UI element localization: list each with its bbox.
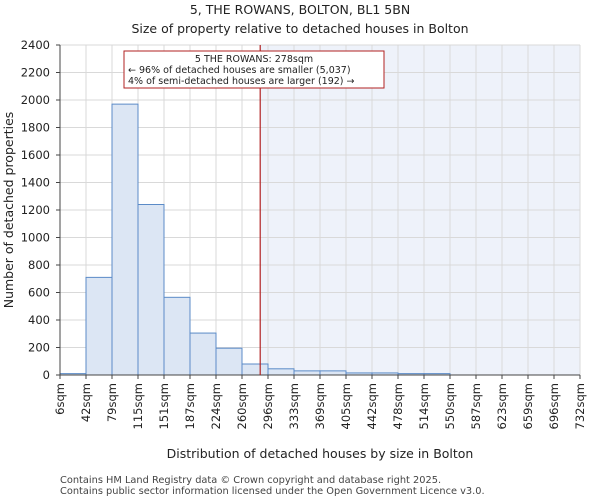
y-tick-label: 400: [28, 313, 50, 327]
annotation-frame: [123, 50, 385, 89]
bar: [293, 370, 321, 376]
y-tick-label: 2400: [21, 38, 50, 52]
y-tick-label: 2200: [21, 66, 50, 80]
x-tick-label: 696sqm: [547, 383, 561, 429]
bar: [163, 296, 191, 376]
y-tick-label: 1600: [21, 148, 50, 162]
y-tick-label: 1400: [21, 176, 50, 190]
y-tick-label: 1200: [21, 203, 50, 217]
x-tick-label: 369sqm: [313, 383, 327, 429]
footer-line-1: Contains HM Land Registry data © Crown c…: [60, 475, 441, 486]
bar: [241, 363, 269, 376]
bar: [267, 368, 295, 376]
y-tick-label: 600: [28, 286, 50, 300]
bar: [111, 103, 139, 376]
x-tick-label: 151sqm: [157, 383, 171, 429]
bar: [189, 332, 217, 376]
x-tick-label: 478sqm: [391, 383, 405, 429]
chart-subtitle: Size of property relative to detached ho…: [131, 21, 468, 36]
x-tick-label: 296sqm: [261, 383, 275, 429]
x-tick-label: 732sqm: [573, 383, 587, 429]
annotation-line-larger: 4% of semi-detached houses are larger (1…: [128, 76, 355, 87]
x-tick-label: 187sqm: [183, 383, 197, 429]
x-tick-label: 224sqm: [209, 383, 223, 429]
y-tick-label: 800: [28, 258, 50, 272]
x-tick-label: 42sqm: [79, 383, 93, 422]
bars: [59, 103, 451, 376]
x-tick-label: 514sqm: [417, 383, 431, 429]
y-tick-label: 0: [43, 368, 50, 382]
bar: [319, 370, 347, 376]
bar: [215, 347, 243, 376]
x-tick-label: 115sqm: [131, 383, 145, 429]
x-axis-label: Distribution of detached houses by size …: [167, 446, 474, 461]
y-tick-label: 2000: [21, 93, 50, 107]
y-tick-label: 1800: [21, 121, 50, 135]
x-tick-label: 260sqm: [235, 383, 249, 429]
y-axis-label: Number of detached properties: [1, 112, 16, 309]
annotation-line-smaller: ← 96% of detached houses are smaller (5,…: [128, 65, 351, 76]
x-tick-label: 333sqm: [287, 383, 301, 429]
y-tick-label: 1000: [21, 231, 50, 245]
x-tick-label: 587sqm: [469, 383, 483, 429]
footer-line-2: Contains public sector information licen…: [60, 486, 485, 497]
x-tick-label: 442sqm: [365, 383, 379, 429]
x-tick-label: 405sqm: [339, 383, 353, 429]
bar: [85, 276, 113, 376]
x-tick-label: 550sqm: [443, 383, 457, 429]
y-ticks: 0 200 400 600 800 1000 1200 1400 1600 1800 2000 220…: [21, 38, 60, 382]
bar: [137, 204, 165, 376]
x-tick-label: 659sqm: [521, 383, 535, 429]
y-tick-label: 200: [28, 341, 50, 355]
x-ticks: 6sqm 42sqm 79sqm 115sqm 151sqm 187sqm 224sqm 26…: [53, 375, 587, 429]
chart-title: 5, THE ROWANS, BOLTON, BL1 5BN: [190, 2, 410, 17]
annotation-box: 5 THE ROWANS: 278sqm ← 96% of detached h…: [123, 50, 385, 89]
x-tick-label: 6sqm: [53, 383, 67, 415]
x-tick-label: 79sqm: [105, 383, 119, 422]
annotation-title: 5 THE ROWANS: 278sqm: [195, 54, 313, 65]
x-tick-label: 623sqm: [495, 383, 509, 429]
